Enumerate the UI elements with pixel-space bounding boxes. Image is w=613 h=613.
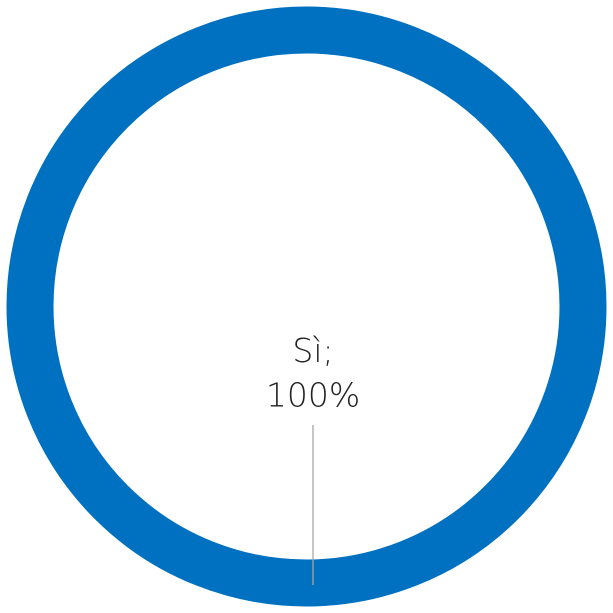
donut [6,6,607,607]
label-separator: ; [323,331,334,370]
donut-segment [6,6,607,607]
data-label-category: Sì; [292,331,333,370]
data-label-value: 100% [266,376,360,415]
category-label: Sì [292,331,322,370]
